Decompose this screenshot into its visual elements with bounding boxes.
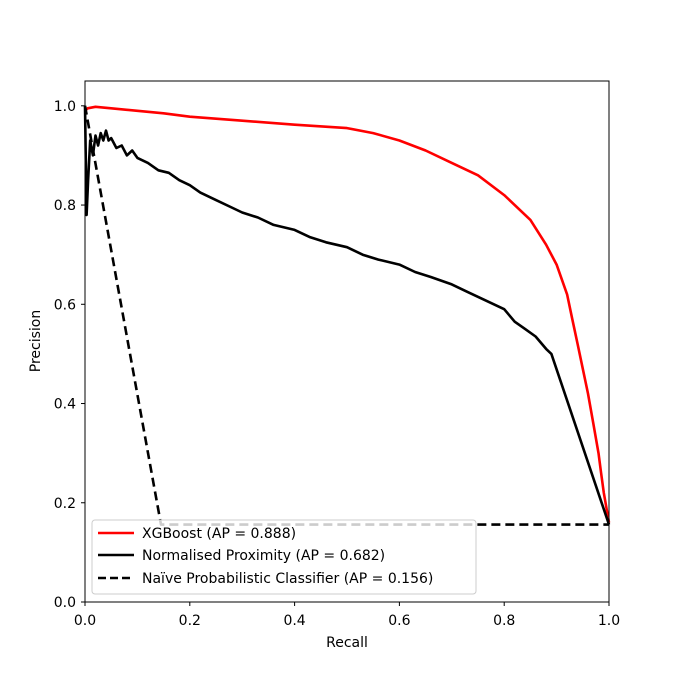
x-tick-label: 0.8 (493, 613, 515, 629)
series-line-2 (83, 105, 611, 526)
x-tick-label: 0.4 (283, 613, 305, 629)
legend-label-normalised-proximity: Normalised Proximity (AP = 0.682) (142, 548, 385, 564)
legend-label-xgboost: XGBoost (AP = 0.888) (142, 526, 296, 542)
y-tick-label: 0.2 (54, 496, 76, 512)
x-tick-label: 1.0 (598, 613, 620, 629)
plot-frame (84, 80, 610, 603)
y-tick-label: 0.0 (54, 595, 76, 611)
x-tick-label: 0.2 (179, 613, 201, 629)
y-tick-label: 0.4 (54, 397, 76, 413)
x-tick-label: 0.0 (74, 613, 96, 629)
legend: XGBoost (AP = 0.888) Normalised Proximit… (91, 519, 477, 595)
y-axis-label: Precision (28, 310, 44, 372)
x-tick-label: 0.6 (388, 613, 410, 629)
y-tick-label: 0.6 (54, 297, 76, 313)
x-axis-ticks: 0.0 0.2 0.4 0.6 0.8 1.0 (74, 602, 620, 629)
y-axis-ticks: 0.0 0.2 0.4 0.6 0.8 1.0 (54, 99, 85, 611)
legend-box (91, 519, 477, 595)
series-line-1 (84, 105, 611, 523)
x-axis-label: Recall (326, 635, 368, 651)
legend-label-naive-classifier: Naïve Probabilistic Classifier (AP = 0.1… (142, 571, 433, 587)
y-tick-label: 0.8 (54, 198, 76, 214)
y-tick-label: 1.0 (54, 99, 76, 115)
